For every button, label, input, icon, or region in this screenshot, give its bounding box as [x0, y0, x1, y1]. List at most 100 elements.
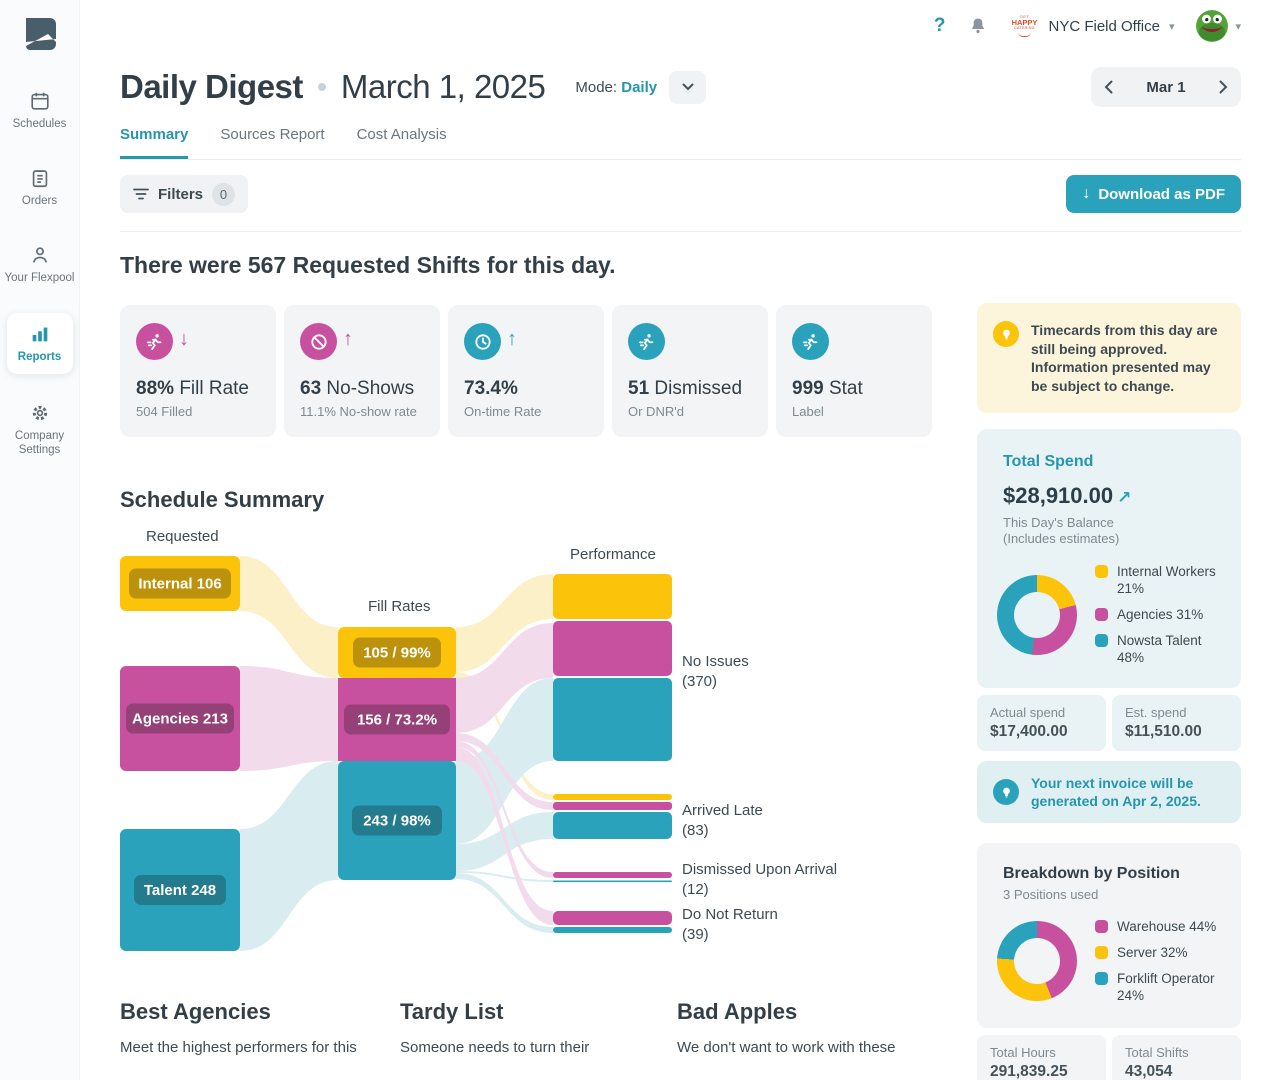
sankey-column-label: Performance: [570, 546, 656, 563]
sankey-node-agencies: [120, 666, 240, 771]
sankey-column-label: Requested: [146, 528, 219, 545]
section-bad-apples: Bad Apples We don't want to work with th…: [677, 999, 933, 1056]
legend-item: Nowsta Talent 48%: [1095, 632, 1225, 666]
est-spend-card: Est. spend $11,510.00: [1112, 695, 1241, 751]
actual-spend-value: $17,400.00: [990, 723, 1068, 740]
chevron-down-icon: ▾: [1235, 20, 1241, 33]
runner-icon: [792, 323, 829, 360]
runner-icon: [136, 323, 173, 360]
total-hours-card: Total Hours 291,839.25: [977, 1035, 1106, 1080]
sankey-node-dnr-agencies: [553, 911, 672, 925]
sidebar-item-company-settings[interactable]: Company Settings: [4, 394, 76, 465]
sankey-node-dismissed-talent: [553, 880, 672, 883]
sidebar-item-label: Orders: [21, 195, 58, 207]
schedule-summary-sankey: Requested Fill Rates Performance Interna…: [120, 528, 837, 951]
legend-swatch: [1095, 565, 1108, 578]
arrow-up-right-icon[interactable]: ↗: [1117, 488, 1132, 507]
legend-swatch: [1095, 972, 1108, 985]
est-spend-value: $11,510.00: [1125, 723, 1202, 740]
kpi-value: 88%: [136, 378, 175, 399]
section-best-agencies: Best Agencies Meet the highest performer…: [120, 999, 400, 1056]
performance-count: (39): [682, 926, 709, 943]
filter-icon: [133, 188, 149, 200]
est-spend-label: Est. spend: [1125, 705, 1187, 720]
kpi-card-no-shows: ↑ 63 No-Shows 11.1% No-show rate: [284, 305, 440, 437]
invoice-notice: Your next invoice will be generated on A…: [977, 761, 1241, 823]
tab-sources-report[interactable]: Sources Report: [220, 126, 325, 143]
bar-chart-icon: [32, 327, 47, 342]
kpi-card-on-time: ↑ 73.4% On-time Rate: [448, 305, 604, 437]
sidebar-item-schedules[interactable]: Schedules: [4, 82, 76, 139]
prev-day-button[interactable]: [1104, 80, 1113, 94]
sankey-node-fill-internal: [338, 627, 456, 678]
kpi-label: Fill Rate: [179, 378, 249, 399]
chevron-down-icon: [682, 83, 694, 91]
sankey-node-fill-agencies: [338, 678, 456, 761]
sankey-node-label: Talent 248: [144, 882, 216, 899]
sankey-node-late-agencies: [553, 802, 672, 810]
sidebar-item-your-flexpool[interactable]: Your Flexpool: [4, 236, 76, 293]
invoice-notice-text: Your next invoice will be generated on A…: [1031, 775, 1201, 809]
kpi-label: Dismissed: [654, 378, 743, 399]
kpi-value: 63: [300, 378, 322, 399]
sidebar-item-reports[interactable]: Reports: [6, 313, 73, 374]
clock-icon: [464, 323, 501, 360]
kpi-cards: ↓ 88% Fill Rate 504 Filled ↑ 63 No-Shows…: [120, 305, 933, 437]
sankey-node-label: Internal 106: [138, 576, 221, 593]
app-logo-icon[interactable]: [18, 12, 62, 56]
section-title: Best Agencies: [120, 999, 271, 1024]
total-spend-amount: $28,910.00 ↗: [1003, 483, 1132, 508]
position-donut-chart: [997, 921, 1077, 1001]
no-entry-icon: [300, 323, 337, 360]
kpi-card-dismissed: 51 Dismissed Or DNR'd: [612, 305, 768, 437]
sidebar-item-label: Schedules: [12, 118, 67, 130]
total-hours-label: Total Hours: [990, 1045, 1056, 1060]
kpi-card-stat: 999 Stat Label: [776, 305, 932, 437]
sankey-node-late-internal: [553, 794, 672, 800]
kpi-heading: There were 567 Requested Shifts for this…: [120, 252, 616, 278]
sidebar-item-label: Your Flexpool: [4, 272, 75, 284]
timecards-notice: Timecards from this day are still being …: [977, 303, 1241, 413]
topbar: ? GET HAPPY CATERING NYC Field Office ▾ …: [120, 0, 1241, 52]
section-title: Tardy List: [400, 999, 504, 1024]
user-menu[interactable]: ▾: [1196, 10, 1241, 42]
breakdown-subtitle: 3 Positions used: [1003, 887, 1099, 902]
next-day-button[interactable]: [1219, 80, 1228, 94]
sankey-column-label: Fill Rates: [368, 598, 431, 615]
kpi-label: No-Shows: [326, 378, 415, 399]
main-content: ? GET HAPPY CATERING NYC Field Office ▾ …: [80, 0, 1281, 1080]
mode-dropdown-button[interactable]: [669, 70, 707, 104]
section-title: Bad Apples: [677, 999, 798, 1024]
page-date: March 1, 2025: [340, 68, 546, 105]
org-selector[interactable]: GET HAPPY CATERING NYC Field Office ▾: [1010, 11, 1174, 41]
date-nav-label: Mar 1: [1146, 78, 1186, 96]
download-pdf-button[interactable]: ↓ Download as PDF: [1066, 175, 1241, 213]
sankey-node-internal: [120, 556, 240, 611]
download-icon: ↓: [1082, 185, 1091, 202]
sankey-node-dnr-talent: [553, 927, 672, 933]
tab-cost-analysis[interactable]: Cost Analysis: [356, 126, 447, 143]
kpi-value: 999: [792, 378, 824, 399]
org-logo: GET HAPPY CATERING: [1010, 11, 1040, 41]
section-subtitle: We don't want to work with these: [677, 1039, 896, 1056]
legend-swatch: [1095, 946, 1108, 959]
help-icon[interactable]: ?: [933, 15, 946, 36]
tab-summary[interactable]: Summary: [120, 126, 189, 159]
kpi-card-fill-rate: ↓ 88% Fill Rate 504 Filled: [120, 305, 276, 437]
filters-button[interactable]: Filters 0: [120, 175, 249, 213]
toolbar: Filters 0 ↓ Download as PDF: [120, 160, 1241, 232]
runner-icon: [628, 323, 665, 360]
legend-item: Server 32%: [1095, 944, 1225, 961]
org-name: NYC Field Office: [1048, 17, 1160, 35]
mode-label: Mode: Daily: [575, 78, 658, 96]
notifications-bell-icon[interactable]: [968, 16, 988, 36]
sidebar-item-orders[interactable]: Orders: [4, 159, 76, 216]
trend-up-icon: ↑: [507, 328, 517, 350]
right-rail: Timecards from this day are still being …: [977, 232, 1241, 1080]
performance-count: (370): [682, 673, 717, 690]
sankey-node-no-issues-agencies: [553, 621, 672, 676]
breakdown-by-position-card: Breakdown by Position 3 Positions used W…: [977, 843, 1241, 1028]
kpi-sub: 504 Filled: [136, 404, 193, 419]
sankey-node-label: 105 / 99%: [363, 645, 431, 662]
total-spend-card: Total Spend $28,910.00 ↗ This Day's Balan…: [977, 429, 1241, 688]
